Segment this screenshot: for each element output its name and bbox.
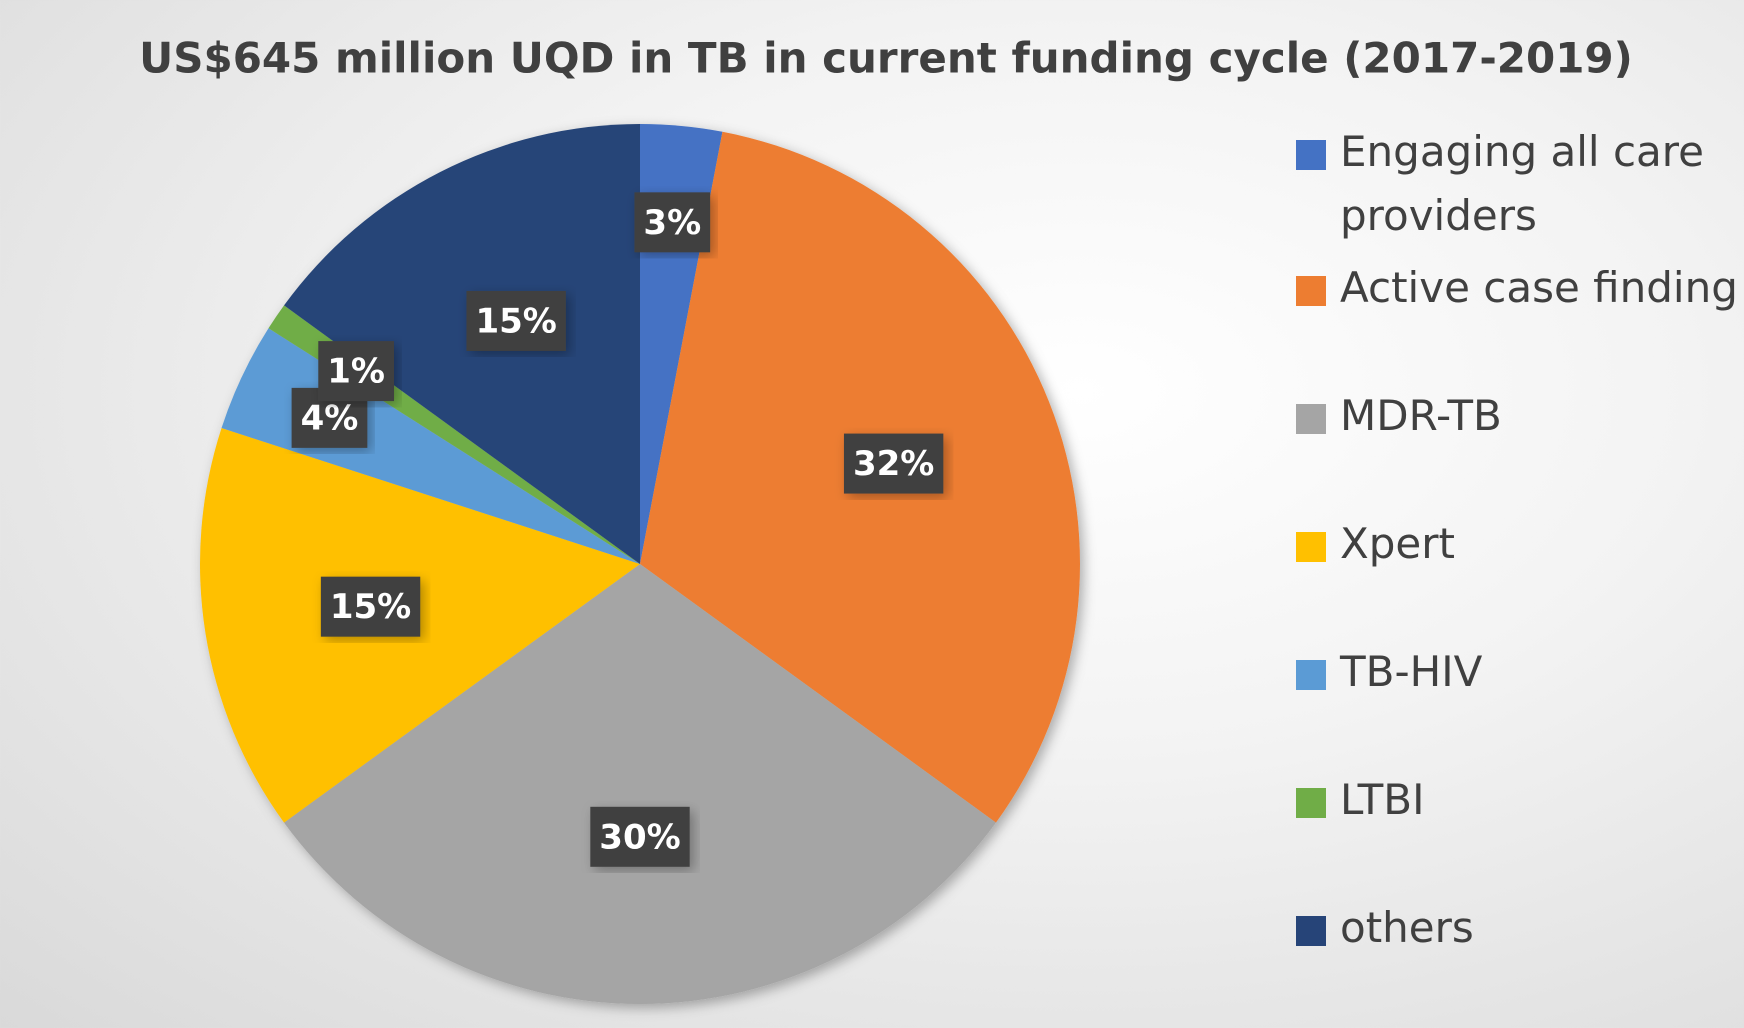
data-label: 32% — [843, 433, 944, 494]
data-label: 3% — [634, 192, 711, 253]
legend-swatch — [1296, 140, 1326, 170]
chart-title: US$645 million UQD in TB in current fund… — [139, 34, 1633, 83]
legend-swatch — [1296, 660, 1326, 690]
legend-swatch — [1296, 404, 1326, 434]
legend-label: MDR-TB — [1340, 391, 1502, 440]
data-label-box — [318, 341, 395, 402]
data-label-text: 4% — [301, 398, 359, 438]
legend-label: TB-HIV — [1340, 647, 1483, 696]
data-labels: 3% 32% 30% 15% 4% 1% 15% — [291, 192, 944, 867]
legend-label: Active case finding — [1340, 263, 1738, 312]
pie — [200, 124, 1080, 1004]
data-label: 15% — [320, 576, 421, 637]
data-label-text: 3% — [643, 203, 701, 243]
data-label-box — [843, 433, 944, 494]
legend-label: Xpert — [1340, 519, 1456, 568]
legend-swatch — [1296, 532, 1326, 562]
legend-swatch — [1296, 916, 1326, 946]
data-label-box — [466, 290, 566, 351]
legend-swatch — [1296, 788, 1326, 818]
data-label-box — [634, 192, 711, 253]
pie-slice — [284, 564, 996, 1004]
data-label-text: 1% — [327, 352, 385, 392]
legend-label: Engaging all care providers — [1340, 127, 1704, 240]
data-label-text: 15% — [475, 301, 556, 341]
data-label-text: 15% — [330, 587, 411, 627]
data-label: 15% — [466, 290, 566, 351]
data-label-box — [320, 576, 421, 637]
data-label-box — [590, 806, 690, 867]
data-label-text: 30% — [599, 817, 680, 857]
data-label: 1% — [318, 341, 395, 402]
data-label-text: 32% — [853, 444, 934, 484]
data-label: 30% — [590, 806, 690, 867]
legend-label: others — [1340, 903, 1474, 952]
pie-slice — [284, 124, 640, 564]
legend-label: LTBI — [1340, 775, 1425, 824]
legend-swatch — [1296, 276, 1326, 306]
